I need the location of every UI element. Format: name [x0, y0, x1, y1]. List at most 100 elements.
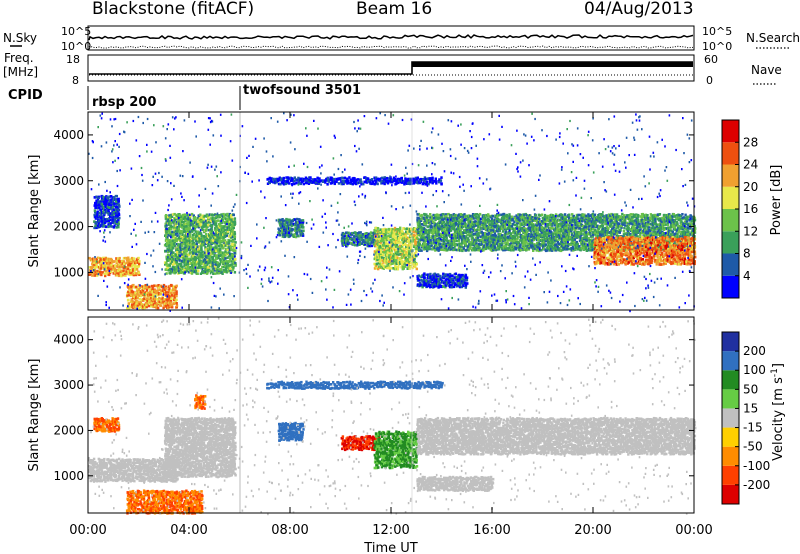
scatter-cell — [353, 241, 356, 244]
scatter-cell — [112, 226, 116, 229]
scatter-cell — [170, 249, 173, 252]
scatter-cell — [397, 236, 401, 240]
scatter-cell — [412, 263, 416, 266]
scatter-cell — [226, 230, 230, 233]
scatter-cell — [184, 242, 187, 245]
scatter-cell — [175, 304, 179, 307]
scatter-cell — [178, 222, 181, 226]
scatter-cell — [179, 250, 183, 254]
scatter-cell — [194, 263, 198, 266]
scatter-cell — [226, 217, 229, 221]
scatter-cell — [417, 212, 421, 216]
scatter-cell — [91, 274, 94, 277]
scatter-cell — [195, 269, 198, 272]
scatter-cell — [135, 272, 138, 275]
cpid-panel: rbsp 200 twofsound 3501 — [87, 83, 361, 110]
freq-label-line2: [MHz] — [3, 65, 38, 79]
scatter-cell — [181, 247, 184, 250]
scatter-cell — [103, 224, 106, 228]
scatter-cell — [486, 236, 490, 240]
scatter-cell — [469, 214, 472, 218]
scatter-cell — [200, 220, 204, 224]
scatter-cell — [94, 202, 97, 205]
scatter-cell — [496, 230, 500, 233]
scatter-cell — [218, 214, 221, 217]
cpid-segment-rbsp: rbsp 200 — [92, 95, 156, 110]
scatter-cell — [391, 228, 394, 231]
scatter-cell — [293, 233, 296, 236]
scatter-cell — [283, 223, 286, 226]
scatter-cell — [419, 238, 423, 241]
scatter-cell — [505, 222, 508, 225]
scatter-cell — [216, 235, 220, 239]
scatter-cell — [100, 220, 103, 223]
scatter-cell — [538, 217, 541, 221]
scatter-cell — [457, 227, 460, 231]
scatter-cell — [402, 254, 405, 258]
scatter-cell — [485, 218, 488, 222]
scatter-cell — [373, 250, 377, 253]
scatter-cell — [222, 236, 225, 239]
scatter-cell — [385, 245, 388, 249]
scatter-cell — [457, 217, 461, 220]
scatter-cell — [185, 267, 188, 271]
scatter-cell — [476, 236, 480, 239]
scatter-cell — [183, 237, 186, 241]
scatter-cell — [424, 232, 427, 235]
scatter-cell — [104, 218, 107, 221]
scatter-cell — [148, 285, 151, 289]
scatter-cell — [433, 245, 437, 248]
scatter-cell — [179, 267, 182, 271]
scatter-cell — [126, 294, 129, 297]
scatter-cell — [434, 239, 438, 242]
scatter-cell — [282, 233, 285, 236]
scatter-cell — [498, 245, 502, 248]
scatter-cell — [176, 234, 179, 237]
scatter-cell — [110, 270, 113, 273]
scatter-cell — [383, 260, 387, 263]
scatter-cell — [172, 227, 175, 230]
scatter-cell — [433, 221, 436, 224]
scatter-cell — [105, 217, 109, 221]
scatter-cell — [222, 237, 225, 241]
scatter-cell — [345, 231, 349, 234]
scatter-cell — [404, 265, 407, 268]
scatter-cell — [419, 240, 422, 243]
scatter-cell — [205, 219, 208, 223]
scatter-cell — [397, 250, 400, 253]
scatter-cell — [129, 273, 132, 277]
scatter-cell — [434, 243, 438, 246]
scatter-cell — [477, 215, 481, 219]
scatter-cell — [372, 233, 376, 236]
scatter-cell — [100, 273, 103, 277]
scatter-cell — [107, 267, 111, 271]
scatter-cell — [511, 218, 514, 221]
scatter-cell — [215, 219, 218, 223]
scatter-cell — [117, 274, 121, 278]
scatter-cell — [387, 237, 390, 240]
scatter-cell — [392, 267, 395, 270]
scatter-cell — [152, 303, 156, 306]
scatter-cell — [463, 213, 466, 216]
scatter-cell — [438, 236, 441, 240]
scatter-cell — [139, 300, 143, 304]
scatter-cell — [112, 221, 115, 224]
scatter-cell — [409, 227, 413, 231]
scatter-cell — [391, 230, 394, 233]
scatter-cell — [366, 236, 369, 239]
scatter-cell — [106, 210, 109, 213]
scatter-cell — [128, 285, 132, 288]
scatter-cell — [401, 238, 405, 241]
scatter-cell — [435, 227, 439, 231]
scatter-cell — [223, 243, 226, 247]
scatter-cell — [207, 244, 210, 247]
scatter-cell — [395, 240, 398, 244]
scatter-cell — [106, 266, 110, 270]
scatter-cell — [149, 295, 153, 298]
scatter-cell — [211, 258, 214, 262]
scatter-cell — [437, 214, 440, 217]
scatter-cell — [355, 238, 358, 241]
scatter-cell — [134, 264, 137, 267]
scatter-cell — [116, 257, 120, 260]
scatter-cell — [204, 270, 207, 273]
